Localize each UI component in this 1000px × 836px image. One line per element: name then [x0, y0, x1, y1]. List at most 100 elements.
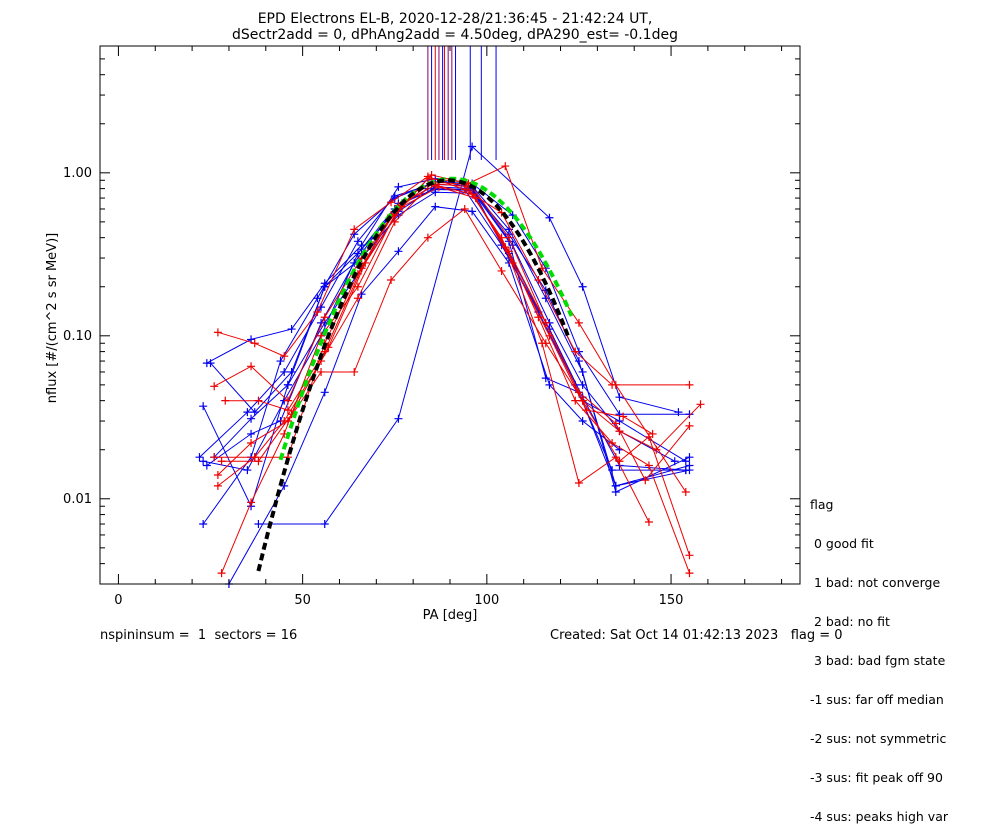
- series-line-14: [214, 182, 690, 556]
- data-point: [468, 142, 477, 151]
- pitch-angle-plot: EPD Electrons EL-B, 2020-12-28/21:36:45 …: [45, 11, 801, 623]
- data-point: [534, 275, 543, 284]
- data-point: [199, 402, 208, 411]
- data-point: [545, 213, 554, 222]
- series-line-10: [217, 175, 690, 386]
- data-point: [578, 380, 587, 389]
- data-point: [611, 481, 620, 490]
- data-point: [423, 174, 432, 183]
- data-point: [394, 414, 403, 423]
- data-point: [696, 400, 705, 409]
- data-point: [541, 374, 550, 383]
- data-point: [320, 313, 329, 322]
- data-point: [217, 569, 226, 578]
- legend-item: 2 bad: no fit: [810, 614, 890, 629]
- data-point: [685, 421, 694, 430]
- data-point: [250, 453, 259, 462]
- chart-title-line2: dSectr2add = 0, dPhAng2add = 4.50deg, dP…: [232, 27, 678, 43]
- data-point: [652, 445, 661, 454]
- fit-curve-0: [278, 176, 574, 461]
- data-point: [313, 307, 322, 316]
- data-point: [619, 412, 628, 421]
- data-point: [508, 258, 517, 267]
- data-point: [320, 282, 329, 291]
- data-point: [280, 352, 289, 361]
- data-point: [283, 406, 292, 415]
- data-point: [390, 192, 399, 201]
- data-point: [276, 357, 285, 366]
- data-point: [287, 325, 296, 334]
- data-point: [247, 498, 256, 507]
- series-line-2: [203, 188, 690, 487]
- data-point: [431, 202, 440, 211]
- data-point: [685, 453, 694, 462]
- data-point: [254, 396, 263, 405]
- footer-left: nspininsum = 1 sectors = 16: [100, 628, 298, 643]
- data-point: [206, 359, 215, 368]
- data-point: [213, 328, 222, 337]
- flag-legend: flag 0 good fit 1 bad: not converge 2 ba…: [810, 472, 948, 836]
- data-point: [353, 237, 362, 246]
- data-point: [317, 367, 326, 376]
- data-point: [582, 406, 591, 415]
- data-point: [387, 198, 396, 207]
- data-point: [497, 266, 506, 275]
- data-point: [250, 339, 259, 348]
- data-point: [460, 204, 469, 213]
- axis-layer: 0 50 100 150 0.01 0.10 1.00: [63, 45, 800, 608]
- y-tick-label: 0.01: [63, 492, 92, 507]
- legend-item: -1 sus: far off median: [810, 692, 944, 707]
- data-point: [504, 233, 513, 242]
- series-line-16: [225, 184, 690, 482]
- data-point: [254, 457, 263, 466]
- data-point: [578, 417, 587, 426]
- data-layer: [195, 142, 705, 588]
- data-point: [545, 380, 554, 389]
- data-point: [615, 457, 624, 466]
- data-point: [217, 457, 226, 466]
- data-point: [199, 520, 208, 529]
- fit-curve-1: [256, 178, 570, 572]
- data-point: [283, 380, 292, 389]
- y-tick-label: 1.00: [63, 166, 92, 181]
- data-point: [210, 382, 219, 391]
- legend-item: -3 sus: fit peak off 90: [810, 770, 943, 785]
- data-point: [608, 438, 617, 447]
- y-axis-label: nflux [#/(cm^2 s sr MeV)]: [45, 233, 60, 403]
- data-point: [574, 318, 583, 327]
- x-tick-label: 0: [114, 593, 122, 608]
- data-point: [394, 182, 403, 191]
- data-point: [195, 453, 204, 462]
- data-point: [608, 466, 617, 475]
- data-point: [611, 419, 620, 428]
- data-point: [280, 367, 289, 376]
- series-line-6: [210, 188, 690, 487]
- data-point: [685, 569, 694, 578]
- data-point: [571, 396, 580, 405]
- data-point: [681, 488, 690, 497]
- data-point: [350, 367, 359, 376]
- data-point: [644, 461, 653, 470]
- data-point: [387, 275, 396, 284]
- footer-right: Created: Sat Oct 14 01:42:13 2023 flag =…: [550, 628, 843, 643]
- data-point: [685, 380, 694, 389]
- data-point: [685, 551, 694, 560]
- series-line-12: [217, 181, 690, 574]
- data-point: [545, 331, 554, 340]
- data-point: [221, 396, 230, 405]
- data-point: [541, 339, 550, 348]
- data-point: [427, 170, 436, 179]
- data-point: [213, 470, 222, 479]
- data-point: [247, 429, 256, 438]
- data-point: [247, 362, 256, 371]
- data-point: [468, 207, 477, 216]
- data-point: [350, 225, 359, 234]
- legend-item: 0 good fit: [810, 536, 874, 551]
- legend-item: 1 bad: not converge: [810, 575, 941, 590]
- data-point: [501, 162, 510, 171]
- data-point: [283, 417, 292, 426]
- data-point: [571, 347, 580, 356]
- legend-item: -4 sus: peaks high var: [810, 809, 949, 824]
- data-point: [648, 429, 657, 438]
- data-point: [431, 181, 440, 190]
